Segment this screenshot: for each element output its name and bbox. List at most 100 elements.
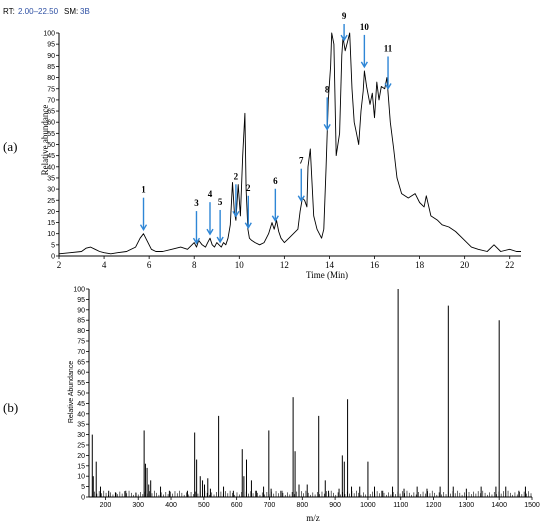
x-tick-label: 18 <box>415 260 425 270</box>
peak-arrow-head <box>297 195 305 203</box>
y-tick-label: 30 <box>77 432 85 439</box>
peak-annotation-1: 1 <box>139 185 148 232</box>
x-tick-label: 600 <box>231 502 243 509</box>
y-tick-label: 35 <box>77 422 85 429</box>
y-tick-label: 5 <box>81 484 85 491</box>
chromatogram-series-line <box>58 32 521 255</box>
sm-header-label: SM: <box>64 7 78 16</box>
peak-annotation-4: 4 <box>206 189 214 236</box>
y-tick-label: 0 <box>81 495 85 502</box>
peak-annotation-7: 7 <box>297 156 305 203</box>
y-tick-label: 30 <box>47 187 55 194</box>
peak-number: 5 <box>218 197 223 207</box>
peak-annotation-2: 2 <box>232 171 240 218</box>
peak-annotation-11: 11 <box>384 43 393 90</box>
peak-annotation-2: 2 <box>244 183 252 230</box>
peak-arrow-head <box>340 34 348 42</box>
peak-number: 1 <box>141 185 146 195</box>
sm-header-value: 3B <box>80 7 90 16</box>
y-tick-label: 25 <box>77 443 85 450</box>
y-tick-label: 95 <box>77 297 85 304</box>
peak-arrow-head <box>206 228 214 236</box>
y-tick-label: 25 <box>47 198 55 205</box>
y-tick-label: 10 <box>47 231 55 238</box>
y-tick-label: 55 <box>77 380 85 387</box>
y-tick-label: 20 <box>47 209 55 216</box>
mass-spectrum-x-axis-title: m/z <box>306 513 320 523</box>
peak-annotation-8: 8 <box>323 84 331 131</box>
y-tick-label: 40 <box>77 411 85 418</box>
panel-b-label: (b) <box>3 400 18 415</box>
y-tick-label: 60 <box>47 120 55 127</box>
y-tick-label: 60 <box>77 370 85 377</box>
peak-number: 2 <box>246 183 251 193</box>
y-tick-label: 70 <box>47 97 55 104</box>
x-tick-label: 1300 <box>459 502 475 509</box>
x-tick-label: 2 <box>57 260 62 270</box>
peak-number: 3 <box>194 198 199 208</box>
peak-number: 8 <box>325 84 330 94</box>
rt-header-range: 2.00–22.50 <box>18 7 59 16</box>
peak-number: 2 <box>234 171 239 181</box>
chromatogram-y-axis-title: Relative abundance <box>40 105 50 176</box>
x-tick-label: 10 <box>235 260 245 270</box>
y-tick-label: 20 <box>77 453 85 460</box>
y-tick-label: 90 <box>47 53 55 60</box>
mass-spectrum-y-axis-title: Relative Abundance <box>68 361 75 423</box>
peak-annotation-5: 5 <box>216 197 224 244</box>
x-tick-label: 200 <box>100 502 112 509</box>
peak-number: 10 <box>360 22 370 32</box>
x-tick-label: 4 <box>102 260 107 270</box>
peak-annotations: 1 345 22 6 7 8 9 10 11 <box>139 11 393 245</box>
y-tick-label: 65 <box>47 109 55 116</box>
y-tick-label: 45 <box>77 401 85 408</box>
peak-number: 6 <box>273 176 278 186</box>
mass-spectrum-axes: 0 5 10 15 20 25 30 35 40 45 50 55 60 65 70 75 80 85 90 95 10… <box>73 287 540 510</box>
y-tick-label: 85 <box>47 64 55 71</box>
peak-number: 11 <box>384 43 393 53</box>
y-tick-label: 0 <box>51 254 55 261</box>
y-tick-label: 90 <box>77 307 85 314</box>
peak-arrow-head <box>192 237 201 245</box>
x-tick-label: 8 <box>192 260 197 270</box>
y-tick-label: 100 <box>73 287 85 294</box>
x-tick-label: 1100 <box>393 502 408 509</box>
peak-arrow-head <box>384 83 392 90</box>
peak-arrow-head <box>139 224 148 232</box>
x-tick-label: 22 <box>505 260 514 270</box>
y-tick-label: 80 <box>77 328 85 335</box>
y-tick-label: 15 <box>77 463 85 470</box>
y-tick-label: 50 <box>77 391 85 398</box>
peak-annotation-9: 9 <box>340 11 348 42</box>
y-tick-label: 35 <box>47 175 55 182</box>
y-tick-label: 50 <box>47 142 55 149</box>
peak-arrow-head <box>271 215 279 223</box>
peak-number: 7 <box>299 156 304 166</box>
x-tick-label: 6 <box>147 260 152 270</box>
x-tick-label: 300 <box>132 502 144 509</box>
x-tick-label: 500 <box>198 502 210 509</box>
chromatogram-plot <box>58 32 521 255</box>
y-tick-label: 100 <box>43 31 55 38</box>
peak-number: 4 <box>208 189 213 199</box>
peak-arrow-head <box>360 61 368 69</box>
y-tick-label: 80 <box>47 75 55 82</box>
chromatogram-x-axis-title: Time (Min) <box>306 270 348 280</box>
y-tick-label: 10 <box>77 474 85 481</box>
panel-a-label: (a) <box>3 139 17 154</box>
y-tick-label: 5 <box>51 242 55 249</box>
y-tick-label: 45 <box>47 153 55 160</box>
peak-annotation-10: 10 <box>360 22 370 69</box>
chromatogram-axes: 0510152025303540455055606570758085909510… <box>43 31 521 270</box>
x-tick-label: 20 <box>460 260 470 270</box>
y-tick-label: 65 <box>77 359 85 366</box>
peak-arrow-head <box>216 236 224 244</box>
x-tick-label: 800 <box>296 502 308 509</box>
x-tick-label: 900 <box>329 502 341 509</box>
peak-number: 9 <box>342 11 347 21</box>
peak-arrow-head <box>323 123 331 131</box>
x-tick-label: 400 <box>165 502 177 509</box>
rt-header-label: RT: <box>3 7 15 16</box>
x-tick-label: 14 <box>325 260 335 270</box>
